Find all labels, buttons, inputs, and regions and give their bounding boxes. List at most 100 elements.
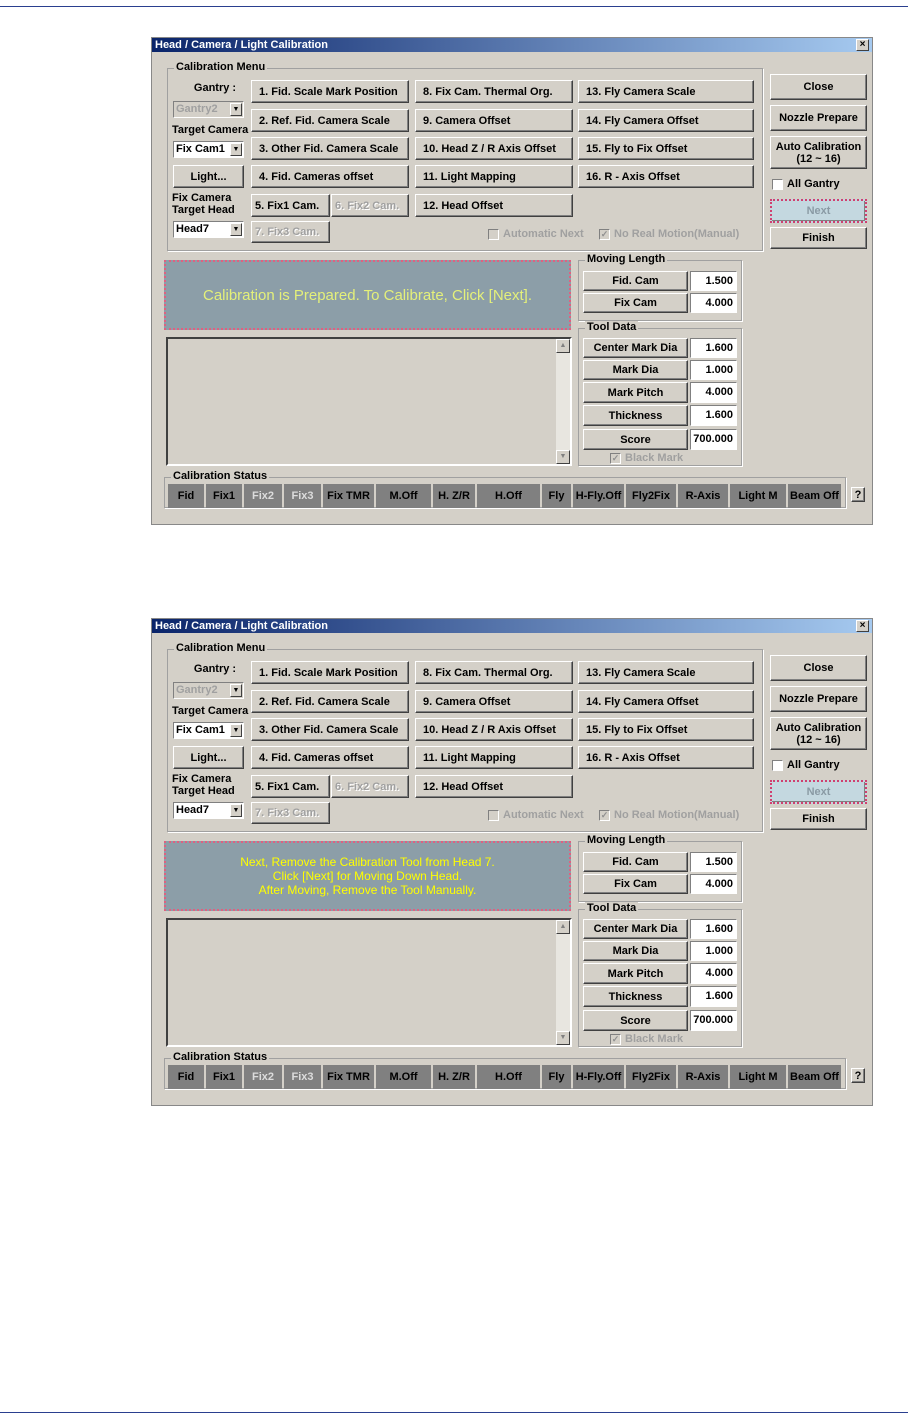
checkbox-icon <box>772 178 783 190</box>
menu-button-9[interactable]: 9. Camera Offset <box>415 690 573 713</box>
menu-button-1[interactable]: 1. Fid. Scale Mark Position <box>251 661 409 684</box>
scroll-down-icon[interactable]: ▼ <box>556 1031 570 1045</box>
menu-button-15[interactable]: 15. Fly to Fix Offset <box>578 137 754 160</box>
score-input[interactable]: 700.000 <box>690 1010 737 1031</box>
scrollbar[interactable]: ▲ ▼ <box>556 920 570 1045</box>
finish-button[interactable]: Finish <box>770 808 867 830</box>
no-real-motion-checkbox[interactable]: ✓ No Real Motion(Manual) <box>599 228 739 240</box>
gantry-select[interactable]: Gantry2 ▼ <box>173 682 244 699</box>
target-head-select[interactable]: Head7 ▼ <box>173 221 244 238</box>
scroll-up-icon[interactable]: ▲ <box>556 339 570 353</box>
auto-calibration-button[interactable]: Auto Calibration (12 ~ 16) <box>770 717 867 750</box>
menu-button-14[interactable]: 14. Fly Camera Offset <box>578 109 754 132</box>
menu-button-16[interactable]: 16. R - Axis Offset <box>578 165 754 188</box>
automatic-next-checkbox[interactable]: Automatic Next <box>488 809 584 821</box>
menu-button-13[interactable]: 13. Fly Camera Scale <box>578 661 754 684</box>
menu-button-15[interactable]: 15. Fly to Fix Offset <box>578 718 754 741</box>
menu-button-4[interactable]: 4. Fid. Cameras offset <box>251 746 409 769</box>
black-mark-checkbox[interactable]: ✓ Black Mark <box>610 1033 683 1045</box>
finish-button[interactable]: Finish <box>770 227 867 249</box>
score-input[interactable]: 700.000 <box>690 429 737 450</box>
automatic-next-label: Automatic Next <box>503 228 584 240</box>
menu-button-6[interactable]: 6. Fix2 Cam. <box>331 775 409 798</box>
chevron-down-icon: ▼ <box>230 804 242 817</box>
black-mark-label: Black Mark <box>625 452 684 464</box>
scroll-up-icon[interactable]: ▲ <box>556 920 570 934</box>
menu-button-6[interactable]: 6. Fix2 Cam. <box>331 194 409 217</box>
target-camera-select[interactable]: Fix Cam1 ▼ <box>173 141 244 158</box>
center-mark-dia-input[interactable]: 1.600 <box>690 919 737 939</box>
calibration-menu-group: Calibration Menu <box>167 642 763 832</box>
status-cell: Beam Off <box>788 1065 841 1089</box>
status-cell: H.Off <box>477 484 540 508</box>
target-head-select[interactable]: Head7 ▼ <box>173 802 244 819</box>
light-button[interactable]: Light... <box>173 746 244 769</box>
center-mark-dia-input[interactable]: 1.600 <box>690 338 737 358</box>
calibration-status-bar: Fid Fix1 Fix2 Fix3 Fix TMR M.Off H. Z/R H.Off Fl… <box>168 1065 842 1089</box>
nozzle-prepare-button[interactable]: Nozzle Prepare <box>770 105 867 131</box>
close-icon[interactable]: × <box>856 39 869 51</box>
log-text-area[interactable]: ▲ ▼ <box>166 918 572 1047</box>
menu-button-1[interactable]: 1. Fid. Scale Mark Position <box>251 80 409 103</box>
menu-button-14[interactable]: 14. Fly Camera Offset <box>578 690 754 713</box>
auto-calibration-button[interactable]: Auto Calibration (12 ~ 16) <box>770 136 867 169</box>
mark-pitch-input[interactable]: 4.000 <box>690 963 737 984</box>
black-mark-label: Black Mark <box>625 1033 684 1045</box>
all-gantry-checkbox[interactable]: All Gantry <box>772 759 840 771</box>
menu-button-2[interactable]: 2. Ref. Fid. Camera Scale <box>251 109 409 132</box>
mark-dia-input[interactable]: 1.000 <box>690 941 737 961</box>
mark-pitch-input[interactable]: 4.000 <box>690 382 737 403</box>
mark-dia-label: Mark Dia <box>583 360 688 380</box>
scrollbar[interactable]: ▲ ▼ <box>556 339 570 464</box>
light-button[interactable]: Light... <box>173 165 244 188</box>
menu-button-5[interactable]: 5. Fix1 Cam. <box>251 775 330 798</box>
target-camera-select[interactable]: Fix Cam1 ▼ <box>173 722 244 739</box>
black-mark-checkbox[interactable]: ✓ Black Mark <box>610 452 683 464</box>
menu-button-5[interactable]: 5. Fix1 Cam. <box>251 194 330 217</box>
close-button[interactable]: Close <box>770 74 867 100</box>
fid-cam-input[interactable]: 1.500 <box>690 271 737 291</box>
fid-cam-input[interactable]: 1.500 <box>690 852 737 872</box>
calibration-menu-group: Calibration Menu <box>167 61 763 251</box>
menu-button-3[interactable]: 3. Other Fid. Camera Scale <box>251 718 409 741</box>
help-button[interactable]: ? <box>851 487 865 502</box>
next-button[interactable]: Next <box>770 780 867 804</box>
menu-button-12[interactable]: 12. Head Offset <box>415 194 573 217</box>
close-button[interactable]: Close <box>770 655 867 681</box>
help-button[interactable]: ? <box>851 1068 865 1083</box>
menu-button-4[interactable]: 4. Fid. Cameras offset <box>251 165 409 188</box>
menu-button-8[interactable]: 8. Fix Cam. Thermal Org. <box>415 661 573 684</box>
close-icon[interactable]: × <box>856 620 869 632</box>
scroll-down-icon[interactable]: ▼ <box>556 450 570 464</box>
fix-cam-input[interactable]: 4.000 <box>690 293 737 313</box>
status-cell: Beam Off <box>788 484 841 508</box>
no-real-motion-checkbox[interactable]: ✓ No Real Motion(Manual) <box>599 809 739 821</box>
menu-button-13[interactable]: 13. Fly Camera Scale <box>578 80 754 103</box>
menu-button-3[interactable]: 3. Other Fid. Camera Scale <box>251 137 409 160</box>
menu-button-9[interactable]: 9. Camera Offset <box>415 109 573 132</box>
menu-button-8[interactable]: 8. Fix Cam. Thermal Org. <box>415 80 573 103</box>
all-gantry-checkbox[interactable]: All Gantry <box>772 178 840 190</box>
menu-button-16[interactable]: 16. R - Axis Offset <box>578 746 754 769</box>
menu-button-7[interactable]: 7. Fix3 Cam. <box>251 802 330 824</box>
status-cell: Fid <box>168 1065 204 1089</box>
menu-button-12[interactable]: 12. Head Offset <box>415 775 573 798</box>
next-button[interactable]: Next <box>770 199 867 223</box>
menu-button-11[interactable]: 11. Light Mapping <box>415 746 573 769</box>
menu-button-11[interactable]: 11. Light Mapping <box>415 165 573 188</box>
automatic-next-checkbox[interactable]: Automatic Next <box>488 228 584 240</box>
thickness-input[interactable]: 1.600 <box>690 986 737 1007</box>
log-text-area[interactable]: ▲ ▼ <box>166 337 572 466</box>
nozzle-prepare-button[interactable]: Nozzle Prepare <box>770 686 867 712</box>
menu-button-10[interactable]: 10. Head Z / R Axis Offset <box>415 718 573 741</box>
gantry-select[interactable]: Gantry2 ▼ <box>173 101 244 118</box>
mark-dia-input[interactable]: 1.000 <box>690 360 737 380</box>
status-cell: Fix1 <box>206 1065 242 1089</box>
page-top-rule <box>0 6 908 7</box>
menu-button-10[interactable]: 10. Head Z / R Axis Offset <box>415 137 573 160</box>
menu-button-2[interactable]: 2. Ref. Fid. Camera Scale <box>251 690 409 713</box>
chevron-down-icon: ▼ <box>230 684 242 697</box>
menu-button-7[interactable]: 7. Fix3 Cam. <box>251 221 330 243</box>
thickness-input[interactable]: 1.600 <box>690 405 737 426</box>
fix-cam-input[interactable]: 4.000 <box>690 874 737 894</box>
